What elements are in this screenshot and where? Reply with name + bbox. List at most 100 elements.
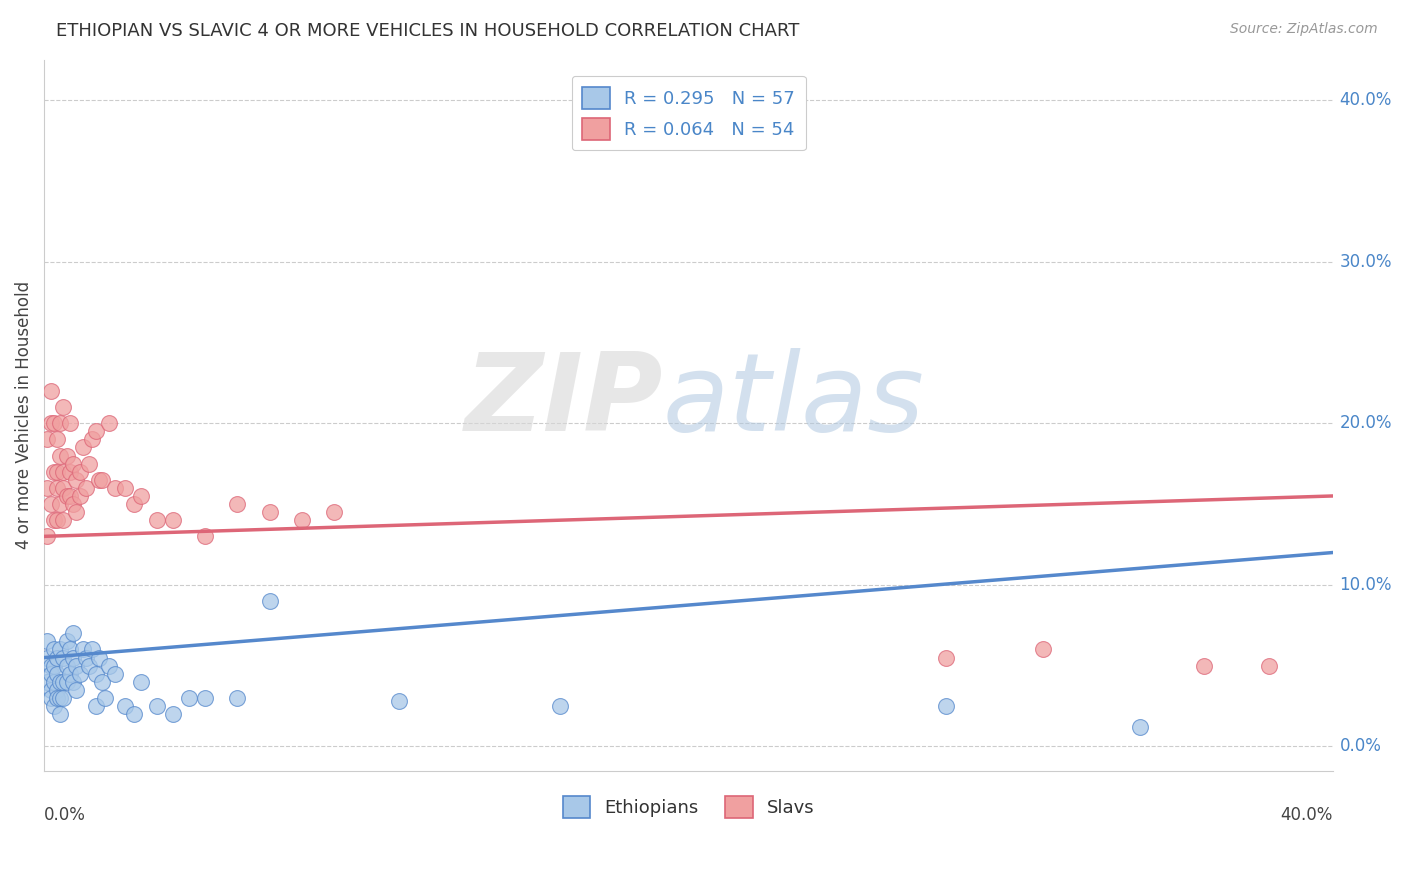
Point	[935, 650, 957, 665]
Point	[49, 642, 72, 657]
Point	[46, 690, 69, 705]
Point	[104, 666, 127, 681]
Point	[46, 513, 69, 527]
Point	[37, 634, 59, 648]
Point	[91, 473, 114, 487]
Point	[291, 513, 314, 527]
Point	[37, 650, 59, 665]
Point	[46, 666, 69, 681]
Point	[84, 699, 107, 714]
Text: 0.0%: 0.0%	[1340, 738, 1381, 756]
Point	[226, 690, 249, 705]
Point	[1032, 642, 1054, 657]
Point	[1129, 720, 1152, 734]
Text: Source: ZipAtlas.com: Source: ZipAtlas.com	[1230, 22, 1378, 37]
Point	[87, 650, 110, 665]
Point	[59, 666, 82, 681]
Point	[37, 433, 59, 447]
Point	[114, 699, 136, 714]
Point	[39, 416, 62, 430]
Point	[37, 529, 59, 543]
Point	[104, 481, 127, 495]
Point	[55, 449, 77, 463]
Point	[39, 682, 62, 697]
Text: ZIP: ZIP	[464, 348, 662, 454]
Text: 20.0%: 20.0%	[1340, 414, 1392, 433]
Point	[52, 481, 75, 495]
Point	[42, 658, 65, 673]
Point	[42, 465, 65, 479]
Text: 30.0%: 30.0%	[1340, 252, 1392, 270]
Point	[42, 642, 65, 657]
Text: atlas: atlas	[662, 349, 925, 453]
Point	[124, 707, 146, 722]
Text: 0.0%: 0.0%	[44, 806, 86, 824]
Point	[69, 666, 91, 681]
Point	[65, 505, 87, 519]
Point	[39, 690, 62, 705]
Point	[46, 682, 69, 697]
Point	[87, 473, 110, 487]
Y-axis label: 4 or more Vehicles in Household: 4 or more Vehicles in Household	[15, 281, 32, 549]
Point	[62, 650, 84, 665]
Point	[55, 658, 77, 673]
Point	[146, 513, 169, 527]
Point	[84, 666, 107, 681]
Point	[59, 642, 82, 657]
Text: 40.0%: 40.0%	[1340, 91, 1392, 109]
Point	[323, 505, 346, 519]
Point	[146, 699, 169, 714]
Point	[55, 634, 77, 648]
Point	[97, 416, 120, 430]
Point	[59, 465, 82, 479]
Point	[52, 465, 75, 479]
Point	[49, 416, 72, 430]
Point	[37, 481, 59, 495]
Point	[82, 433, 104, 447]
Point	[162, 707, 184, 722]
Point	[124, 497, 146, 511]
Point	[129, 674, 152, 689]
Point	[49, 674, 72, 689]
Point	[75, 481, 97, 495]
Point	[46, 433, 69, 447]
Point	[69, 489, 91, 503]
Point	[62, 674, 84, 689]
Point	[387, 694, 409, 708]
Point	[52, 674, 75, 689]
Point	[49, 707, 72, 722]
Point	[75, 650, 97, 665]
Point	[42, 416, 65, 430]
Point	[49, 449, 72, 463]
Legend: Ethiopians, Slavs: Ethiopians, Slavs	[555, 789, 823, 826]
Point	[55, 489, 77, 503]
Point	[52, 513, 75, 527]
Point	[39, 497, 62, 511]
Point	[42, 699, 65, 714]
Point	[39, 666, 62, 681]
Point	[65, 658, 87, 673]
Point	[1192, 658, 1215, 673]
Text: 10.0%: 10.0%	[1340, 576, 1392, 594]
Point	[39, 384, 62, 398]
Point	[65, 473, 87, 487]
Point	[114, 481, 136, 495]
Point	[194, 690, 217, 705]
Point	[46, 465, 69, 479]
Point	[62, 457, 84, 471]
Point	[548, 699, 571, 714]
Point	[259, 594, 281, 608]
Point	[42, 674, 65, 689]
Point	[259, 505, 281, 519]
Point	[42, 513, 65, 527]
Point	[49, 690, 72, 705]
Point	[72, 642, 94, 657]
Point	[52, 690, 75, 705]
Point	[82, 642, 104, 657]
Point	[69, 465, 91, 479]
Point	[94, 690, 117, 705]
Point	[194, 529, 217, 543]
Point	[62, 497, 84, 511]
Point	[162, 513, 184, 527]
Point	[84, 425, 107, 439]
